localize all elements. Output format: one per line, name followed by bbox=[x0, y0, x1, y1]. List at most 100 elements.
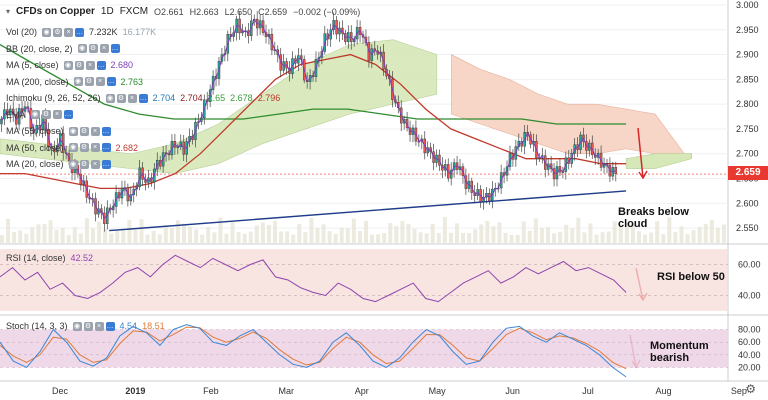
volume-bar bbox=[539, 227, 544, 243]
volume-bar bbox=[260, 222, 265, 243]
volume-bar bbox=[42, 223, 47, 243]
volume-bar bbox=[321, 224, 326, 243]
volume-bar bbox=[357, 230, 362, 243]
volume-bar bbox=[673, 231, 678, 243]
volume-bar bbox=[558, 231, 563, 243]
volume-bar bbox=[406, 223, 411, 243]
rsi-tick-label: 60.00 bbox=[738, 260, 761, 270]
volume-bar bbox=[661, 234, 666, 243]
volume-bar bbox=[455, 223, 459, 243]
volume-bar bbox=[188, 226, 193, 243]
volume-bar bbox=[84, 218, 89, 243]
volume-bar bbox=[630, 224, 635, 243]
volume-bar bbox=[315, 227, 320, 243]
volume-bar bbox=[236, 232, 241, 243]
volume-bar bbox=[424, 233, 429, 243]
rsi-tick-label: 40.00 bbox=[738, 290, 761, 300]
volume-bar bbox=[430, 223, 435, 243]
volume-bar bbox=[376, 234, 381, 243]
volume-bar bbox=[18, 230, 23, 243]
volume-bar bbox=[24, 233, 29, 243]
volume-bar bbox=[418, 232, 423, 243]
volume-bar bbox=[479, 224, 484, 243]
volume-bar bbox=[333, 233, 338, 243]
volume-bar bbox=[297, 224, 302, 243]
x-tick-label: Feb bbox=[203, 386, 219, 396]
volume-bar bbox=[339, 227, 344, 243]
x-tick-label: Apr bbox=[355, 386, 369, 396]
volume-bar bbox=[36, 224, 41, 243]
volume-bar bbox=[60, 228, 65, 243]
volume-bar bbox=[564, 224, 569, 243]
volume-bar bbox=[570, 228, 575, 243]
volume-bar bbox=[643, 234, 648, 243]
volume-bar bbox=[291, 234, 296, 243]
x-tick-label: Mar bbox=[279, 386, 295, 396]
volume-bar bbox=[248, 231, 253, 243]
x-tick-label: Dec bbox=[52, 386, 69, 396]
chart-settings-icon[interactable]: ⚙ bbox=[745, 382, 756, 396]
volume-bar bbox=[509, 234, 514, 243]
volume-bar bbox=[169, 227, 174, 243]
volume-bar bbox=[521, 221, 526, 243]
volume-bar bbox=[412, 228, 417, 243]
volume-bar bbox=[721, 224, 726, 243]
volume-bar bbox=[0, 235, 4, 243]
volume-bar bbox=[157, 234, 162, 243]
volume-bar bbox=[309, 217, 314, 243]
y-tick-label: 2.750 bbox=[736, 124, 759, 134]
volume-bar bbox=[194, 229, 199, 243]
ma200-line bbox=[0, 44, 627, 125]
volume-bar bbox=[285, 231, 290, 243]
volume-bar bbox=[224, 233, 229, 243]
volume-bar bbox=[54, 229, 59, 243]
volume-bar bbox=[691, 230, 696, 243]
stoch-tick-label: 40.00 bbox=[738, 350, 761, 360]
volume-bar bbox=[66, 234, 71, 243]
y-tick-label: 3.000 bbox=[736, 0, 759, 10]
volume-bar bbox=[394, 226, 399, 243]
stoch-tick-label: 80.00 bbox=[738, 325, 761, 335]
volume-bar bbox=[254, 225, 259, 243]
volume-bar bbox=[266, 224, 271, 243]
volume-bar bbox=[442, 217, 447, 243]
y-tick-label: 2.800 bbox=[736, 99, 759, 109]
ma5-line bbox=[1, 18, 616, 220]
volume-bar bbox=[218, 217, 223, 243]
volume-bar bbox=[388, 222, 393, 243]
volume-bar bbox=[709, 220, 714, 243]
volume-bar bbox=[175, 220, 180, 243]
volume-bar bbox=[345, 228, 350, 243]
arrow-price bbox=[637, 127, 644, 179]
volume-bar bbox=[649, 232, 654, 243]
volume-bar bbox=[503, 232, 508, 243]
volume-bar bbox=[78, 233, 83, 243]
x-tick-label: Sep bbox=[731, 386, 747, 396]
ichimoku-cloud-forward bbox=[625, 153, 692, 169]
volume-bar bbox=[103, 229, 108, 243]
volume-bar bbox=[303, 232, 308, 243]
x-tick-label: Jun bbox=[505, 386, 520, 396]
volume-bar bbox=[91, 228, 95, 243]
volume-bar bbox=[200, 234, 205, 243]
volume-bar bbox=[279, 231, 284, 243]
volume-bar bbox=[230, 220, 235, 243]
stoch-d-line bbox=[0, 326, 627, 370]
volume-bar bbox=[273, 220, 277, 243]
x-tick-label: 2019 bbox=[125, 386, 145, 396]
stoch-band bbox=[0, 329, 728, 368]
volume-bar bbox=[637, 231, 641, 243]
rsi-band bbox=[0, 249, 728, 311]
volume-bar bbox=[370, 234, 375, 243]
volume-bar bbox=[400, 221, 405, 243]
stoch-tick-label: 20.00 bbox=[738, 362, 761, 372]
volume-bar bbox=[576, 217, 581, 243]
volume-bar bbox=[552, 233, 557, 243]
volume-bar bbox=[588, 223, 593, 243]
candle bbox=[0, 118, 3, 125]
support-trendline bbox=[109, 190, 627, 232]
volume-bar bbox=[448, 232, 453, 243]
volume-bar bbox=[467, 233, 472, 243]
volume-bar bbox=[115, 230, 120, 243]
